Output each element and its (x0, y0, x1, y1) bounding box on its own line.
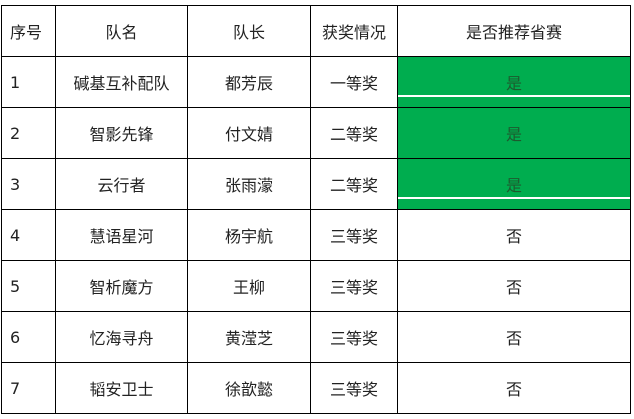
table-row: 6 忆海寻舟 黄滢芝 三等奖否 (1, 311, 631, 363)
cell-no: 2 (1, 107, 56, 159)
header-award: 获奖情况 (310, 5, 398, 57)
cell-award: 二等奖 (310, 107, 398, 159)
cell-captain: 徐歆懿 (187, 362, 311, 414)
cell-no: 7 (1, 362, 56, 414)
cell-team: 慧语星河 (55, 209, 188, 261)
cell-award: 三等奖 (310, 260, 398, 312)
table-row: 4 慧语星河 杨宇航 三等奖否 (1, 209, 631, 261)
header-no: 序号 (1, 5, 56, 57)
cell-captain: 杨宇航 (187, 209, 311, 261)
cell-team: 智影先锋 (55, 107, 188, 159)
cell-team: 智析魔方 (55, 260, 188, 312)
cell-recommend: 否 (397, 260, 631, 312)
cell-no: 1 (1, 56, 56, 108)
cell-team: 韬安卫士 (55, 362, 188, 414)
cell-award: 二等奖 (310, 158, 398, 210)
cell-team: 碱基互补配队 (55, 56, 188, 108)
header-recommend: 是否推荐省赛 (397, 5, 631, 57)
cell-no: 4 (1, 209, 56, 261)
header-row: 序号 队名 队长 获奖情况 是否推荐省赛 (1, 5, 631, 57)
cell-divider-line (398, 197, 630, 199)
cell-award: 三等奖 (310, 311, 398, 363)
cell-award: 三等奖 (310, 362, 398, 414)
cell-no: 5 (1, 260, 56, 312)
table-row: 5 智析魔方 王柳 三等奖否 (1, 260, 631, 312)
table-row: 3 云行者 张雨濛 二等奖是 (1, 158, 631, 210)
cell-captain: 王柳 (187, 260, 311, 312)
cell-divider-line (398, 95, 630, 97)
awards-table: 序号 队名 队长 获奖情况 是否推荐省赛 1 碱基互补配队 都芳辰 一等奖是 2 智影先锋… (1, 5, 631, 414)
cell-recommend: 否 (397, 209, 631, 261)
cell-recommend: 否 (397, 362, 631, 414)
header-team: 队名 (55, 5, 188, 57)
cell-captain: 张雨濛 (187, 158, 311, 210)
cell-recommend: 是 (397, 158, 631, 210)
cell-recommend: 是 (397, 107, 631, 159)
cell-no: 6 (1, 311, 56, 363)
table-row: 7 韬安卫士 徐歆懿 三等奖否 (1, 362, 631, 414)
cell-captain: 黄滢芝 (187, 311, 311, 363)
cell-recommend: 是 (397, 56, 631, 108)
cell-award: 一等奖 (310, 56, 398, 108)
cell-recommend: 否 (397, 311, 631, 363)
cell-team: 忆海寻舟 (55, 311, 188, 363)
cell-no: 3 (1, 158, 56, 210)
cell-captain: 都芳辰 (187, 56, 311, 108)
cell-team: 云行者 (55, 158, 188, 210)
cell-award: 三等奖 (310, 209, 398, 261)
table-row: 2 智影先锋 付文婧 二等奖是 (1, 107, 631, 159)
header-captain: 队长 (187, 5, 311, 57)
cell-captain: 付文婧 (187, 107, 311, 159)
table-row: 1 碱基互补配队 都芳辰 一等奖是 (1, 56, 631, 108)
